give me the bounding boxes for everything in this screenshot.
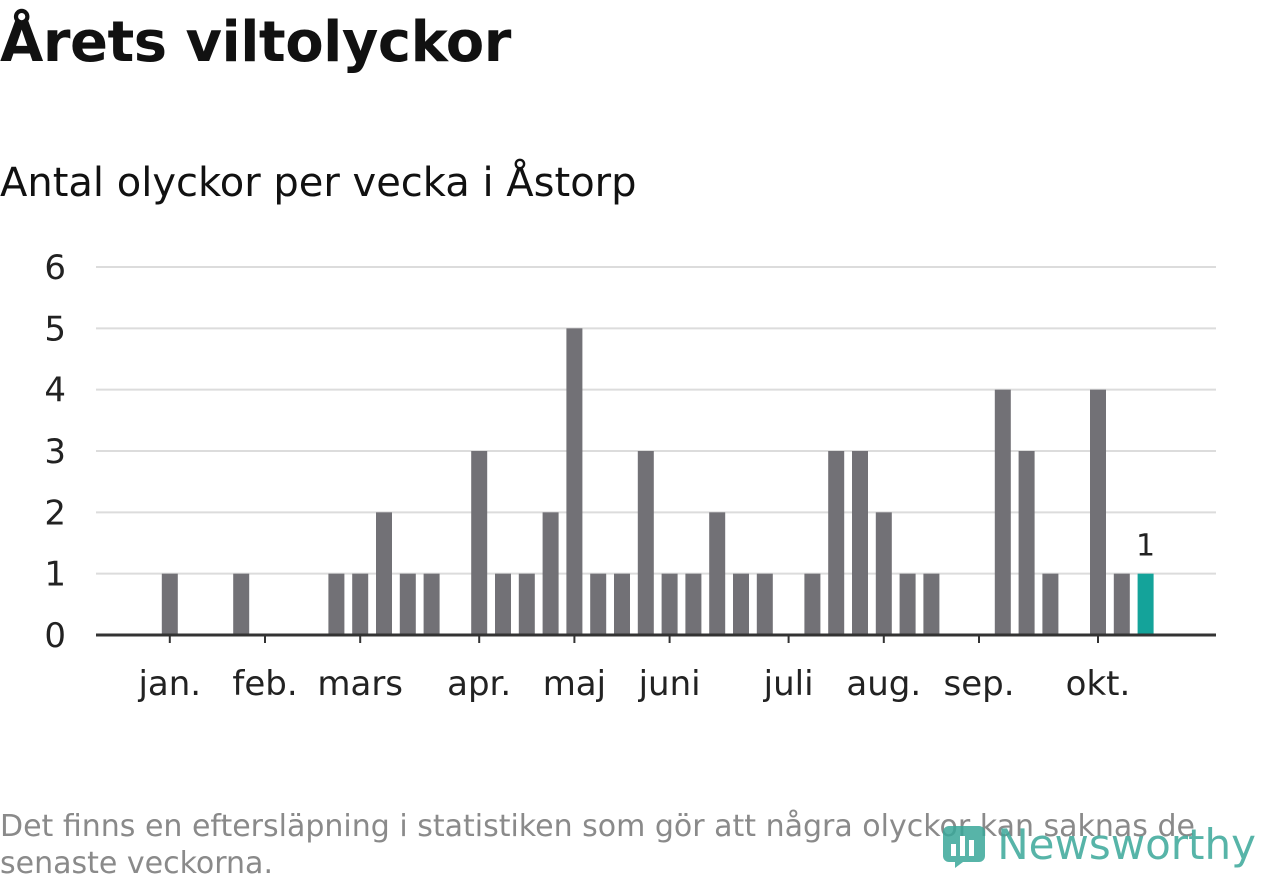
bar-week-20 (542, 512, 559, 635)
y-tick-label-1: 1 (44, 555, 66, 595)
bar-week-36 (923, 573, 940, 635)
bar-week-39 (994, 389, 1011, 635)
x-axis (96, 633, 1216, 643)
x-tick-label-mars: mars (317, 664, 403, 704)
y-tick-label-2: 2 (44, 493, 66, 533)
bar-week-29 (756, 573, 773, 635)
chart-subtitle: Antal olyckor per vecka i Åstorp (0, 160, 637, 206)
x-tick-label-juli: juli (763, 664, 814, 704)
bar-week-26 (685, 573, 702, 635)
x-tick-label-apr.: apr. (447, 664, 511, 704)
bar-week-43 (1090, 389, 1106, 635)
bar-week-40 (1018, 451, 1035, 635)
bar-week-33 (852, 451, 868, 635)
bar-week-23 (614, 573, 630, 635)
y-tick-label-5: 5 (44, 309, 66, 349)
x-tick-label-maj: maj (543, 664, 606, 704)
tick-labels: 0 1 2 3 4 5 6 1 jan. feb. mars apr. maj juni juli aug. s… (44, 248, 1155, 704)
y-tick-label-6: 6 (44, 248, 66, 288)
y-tick-label-0: 0 (44, 616, 66, 656)
x-tick-label-aug.: aug. (846, 664, 921, 704)
bar-week-41 (1042, 573, 1059, 635)
bar-week-17 (471, 451, 488, 635)
y-tick-label-4: 4 (44, 371, 66, 411)
bar-week-4 (161, 573, 178, 635)
bar-week-7 (233, 573, 250, 635)
bar-week-22 (590, 573, 607, 635)
bar-week-19 (518, 573, 535, 635)
bar-week-24 (637, 451, 654, 635)
bar-week-28 (733, 573, 749, 635)
bar-week-27 (709, 512, 726, 635)
x-tick-label-juni: juni (638, 664, 701, 704)
bars (161, 328, 1154, 635)
y-tick-label-3: 3 (44, 432, 66, 472)
bar-week-18 (495, 573, 511, 635)
bar-chart: 0 1 2 3 4 5 6 1 jan. feb. mars apr. maj juni juli aug. s… (44, 248, 1216, 704)
bar-week-15 (423, 573, 440, 635)
x-tick-label-sep.: sep. (943, 664, 1014, 704)
bar-week-21 (566, 328, 583, 635)
brand-name: Newsworthy (997, 820, 1256, 869)
bar-week-12 (352, 573, 369, 635)
newsworthy-logo: Newsworthy (941, 820, 1256, 869)
bar-chart-icon (943, 825, 986, 868)
bar-week-34 (875, 512, 892, 635)
data-label-current-week: 1 (1136, 529, 1155, 564)
bar-current-week (1137, 573, 1154, 635)
x-tick-label-okt.: okt. (1066, 664, 1131, 704)
bar-week-32 (828, 451, 845, 635)
bar-week-35 (899, 573, 916, 635)
footnote: Det finns en eftersläpning i statistiken… (0, 809, 1195, 881)
x-tick-label-jan.: jan. (137, 664, 201, 704)
x-tick-label-feb.: feb. (232, 664, 297, 704)
bar-week-25 (661, 573, 678, 635)
gridlines (96, 266, 1216, 575)
bar-week-31 (804, 573, 821, 635)
chart-title: Årets viltolyckor (0, 10, 511, 75)
bar-week-13 (376, 512, 392, 635)
bar-week-11 (328, 573, 345, 635)
bar-week-14 (399, 573, 416, 635)
bar-week-44 (1113, 573, 1130, 635)
